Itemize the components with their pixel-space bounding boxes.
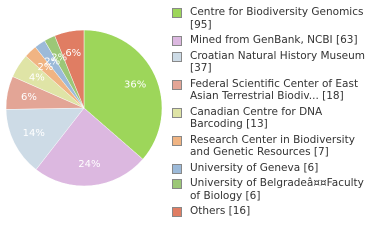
- legend-swatch: [172, 107, 182, 118]
- legend-item: University of Geneva [6]: [172, 162, 372, 175]
- legend-item: Croatian Natural History Museum [37]: [172, 50, 372, 75]
- legend-label: University of Geneva [6]: [190, 161, 319, 174]
- legend-item: Others [16]: [172, 205, 372, 218]
- legend-item: Mined from GenBank, NCBI [63]: [172, 34, 372, 47]
- legend-swatch: [172, 51, 182, 62]
- slice-label: 4%: [29, 73, 45, 84]
- legend-swatch: [172, 135, 182, 146]
- legend-item: Research Center in Biodiversity and Gene…: [172, 134, 372, 159]
- legend-item: Canadian Centre for DNA Barcoding [13]: [172, 106, 372, 131]
- pie: 36%24%14%6%4%2%2%2%6%: [5, 29, 163, 187]
- legend-label: Federal Scientific Center of East Asian …: [190, 77, 359, 103]
- slice-label: 24%: [78, 159, 100, 170]
- slice-label: 6%: [21, 92, 37, 103]
- legend-swatch: [172, 163, 182, 174]
- legend-label: University of Belgradeâ¤¤Faculty of Biol…: [190, 177, 364, 202]
- slice-label: 2%: [44, 57, 60, 68]
- legend-label: Canadian Centre for DNA Barcoding [13]: [190, 105, 323, 131]
- legend-item: Federal Scientific Center of East Asian …: [172, 78, 372, 103]
- legend-item: University of Belgradeâ¤¤Faculty of Biol…: [172, 177, 372, 202]
- legend-swatch: [172, 36, 182, 46]
- legend-label: Research Center in Biodiversity and Gene…: [190, 133, 355, 159]
- slice-label: 2%: [51, 53, 67, 64]
- slice-label: 36%: [124, 80, 146, 91]
- pie-slice: [54, 29, 85, 109]
- legend-swatch: [172, 8, 182, 18]
- slice-label: 14%: [23, 128, 45, 139]
- legend-item: Centre for Biodiversity Genomics [95]: [172, 6, 372, 31]
- pie-slice: [83, 29, 163, 160]
- legend: Centre for Biodiversity Genomics [95] Min…: [172, 6, 372, 221]
- pie-slice: [5, 107, 85, 170]
- slice-label: 2%: [37, 62, 53, 73]
- pie-slice: [35, 107, 144, 187]
- legend-swatch: [172, 207, 182, 217]
- legend-swatch: [172, 79, 182, 90]
- legend-swatch: [172, 179, 182, 189]
- legend-label: Centre for Biodiversity Genomics [95]: [190, 6, 364, 31]
- legend-label: Others [16]: [190, 205, 251, 217]
- legend-label: Mined from GenBank, NCBI [63]: [190, 34, 358, 46]
- slice-label: 6%: [65, 48, 81, 59]
- legend-label: Croatian Natural History Museum [37]: [190, 49, 366, 75]
